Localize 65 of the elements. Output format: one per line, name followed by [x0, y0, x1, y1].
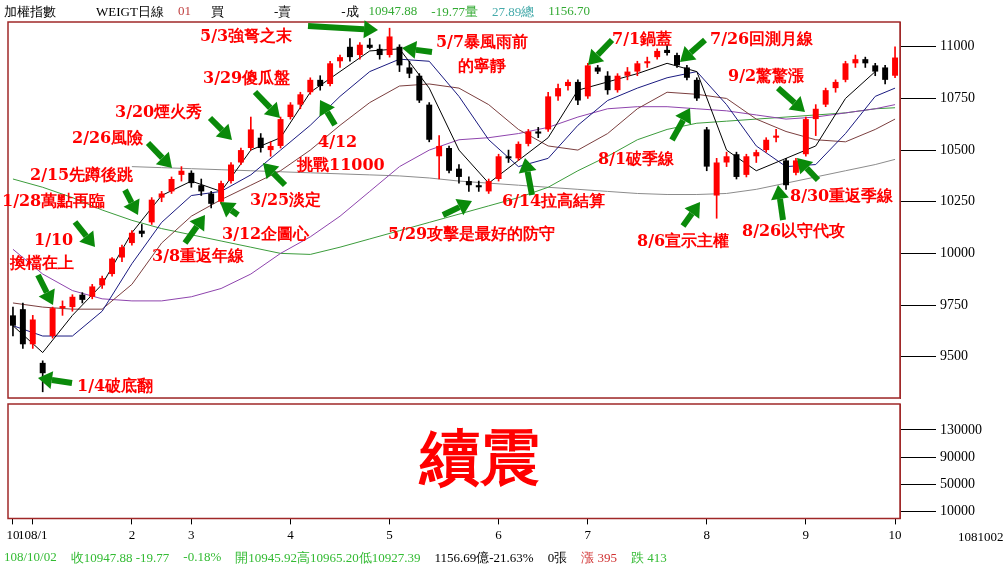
y-tick-label: 50000 — [940, 476, 975, 492]
annotation: 2/26風險 — [72, 127, 144, 149]
y-tick-label: 90000 — [940, 448, 975, 464]
text: -0.18% — [183, 549, 222, 566]
annotation: 8/26以守代攻 — [742, 220, 846, 242]
x-tick-label: 10 — [888, 526, 902, 542]
annotation: 6/14拉高結算 — [502, 190, 606, 212]
x-tick-label: 4 — [287, 526, 295, 542]
annotation: 3/8重返年線 — [152, 245, 245, 267]
y-tick-label: 10000 — [940, 503, 975, 519]
x-tick-label: 9 — [802, 526, 810, 542]
text: 108/10/02 — [4, 549, 57, 566]
x-tick-label: 7 — [584, 526, 592, 542]
text: 1081002 — [958, 529, 1004, 545]
text: WEIGT日線 — [96, 3, 164, 21]
y-tick-label: 11000 — [940, 38, 975, 54]
x-tick-label: 3 — [188, 526, 195, 542]
text: -19.77量 — [431, 3, 478, 21]
annotation: 續震 — [420, 422, 540, 492]
x-tick-label: 6 — [495, 526, 503, 542]
annotation: 2/15先蹲後跳 — [30, 164, 134, 186]
annotation: 5/3強弩之末 — [200, 25, 293, 47]
y-tick-label: 10250 — [940, 193, 975, 209]
x-tick-label: 8 — [703, 526, 710, 542]
annotation: 挑戰11000 — [297, 154, 385, 176]
text: 1156.70 — [548, 3, 590, 20]
x-tick-label: 10 — [6, 526, 20, 542]
text: 10947.88 — [368, 3, 418, 20]
annotation: 8/6宣示主權 — [637, 230, 730, 252]
text: 加權指數 — [4, 3, 56, 21]
text: 漲 395 — [581, 549, 617, 567]
annotation: 1/10 — [34, 229, 74, 251]
text: 0張 — [547, 549, 568, 567]
text: 跌 413 — [630, 549, 667, 567]
x-tick-label: 2 — [128, 526, 136, 542]
annotation: 8/30重返季線 — [790, 185, 894, 207]
text: -賣 — [273, 3, 292, 21]
annotation: 3/29傻瓜盤 — [203, 67, 291, 89]
annotation: 3/12企圖心 — [222, 223, 310, 245]
y-tick-label: 10500 — [940, 141, 975, 157]
annotation: 7/1鍋蓋 — [612, 28, 673, 50]
y-tick-label: 9500 — [940, 348, 968, 364]
text: -成 — [341, 3, 359, 21]
annotation: 1/4破底翻 — [77, 375, 154, 397]
y-tick-label: 130000 — [940, 421, 982, 437]
annotation: 4/12 — [318, 131, 358, 153]
annotation: 8/1破季線 — [598, 148, 675, 170]
y-tick-label: 10000 — [940, 245, 975, 261]
x-tick-label: 5 — [386, 526, 393, 542]
y-tick-label: 9750 — [940, 296, 968, 312]
text: 1156.69億-21.63% — [434, 549, 534, 567]
annotation: 7/26回測月線 — [710, 28, 814, 50]
text: 開10945.92高10965.20低10927.39 — [235, 549, 421, 567]
text: 27.89總 — [491, 3, 535, 21]
annotation: 3/20煙火秀 — [115, 101, 203, 123]
y-tick-label: 10750 — [940, 90, 975, 106]
text: 買 — [210, 3, 224, 21]
annotation: 換檔在上 — [10, 252, 74, 274]
annotation: 5/29攻擊是最好的防守 — [388, 223, 556, 245]
annotation: 9/2驚驚漲 — [728, 65, 805, 87]
annotation: 5/7暴風雨前的寧靜 — [434, 31, 530, 77]
text: 01 — [177, 3, 191, 20]
candlestick — [535, 127, 542, 139]
annotation: 3/25淡定 — [250, 189, 322, 211]
text: 收10947.88 -19.77 — [70, 549, 170, 567]
